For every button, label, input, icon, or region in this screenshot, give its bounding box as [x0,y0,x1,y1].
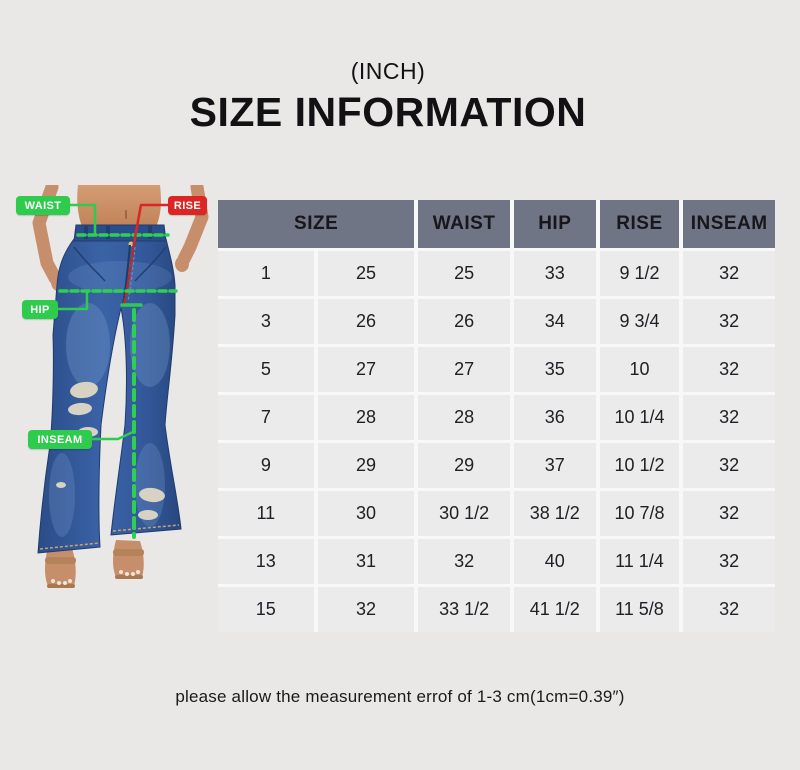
table-cell: 32 [317,587,415,632]
table-cell: 36 [513,395,596,440]
rise-connector-line [132,203,170,245]
measurement-lines [56,203,178,539]
table-cell: 29 [418,443,510,488]
column-header-rise: RISE [599,200,680,248]
table-cell: 9 1/2 [599,251,680,296]
table-cell: 25 [418,251,510,296]
table-cell: 33 1/2 [418,587,510,632]
table-cell: 7 [218,395,314,440]
inseam-connector-line [90,430,135,441]
size-table: SIZE WAIST HIP RISE INSEAM 1 25 25 33 9 1/2 3… [218,200,775,632]
waist-label: WAIST [24,199,62,212]
table-cell: 1 [218,251,314,296]
model-feet-sandals [45,540,144,588]
rise-dashed-line [122,241,136,307]
jeans-measurement-figure [0,185,230,600]
table-cell: 38 1/2 [513,491,596,536]
table-cell: 10 7/8 [599,491,680,536]
table-cell: 26 [418,299,510,344]
title-block: (INCH) SIZE INFORMATION [0,56,776,136]
hip-label: HIP [30,303,50,316]
table-cell: 11 5/8 [599,587,680,632]
column-header-size: SIZE [218,200,415,248]
table-cell: 10 1/2 [599,443,680,488]
table-cell: 11 1/4 [599,539,680,584]
table-cell: 32 [418,539,510,584]
table-cell: 34 [513,299,596,344]
page-title: SIZE INFORMATION [189,89,587,135]
table-cell: 32 [683,587,775,632]
jeans [37,224,182,554]
table-cell: 29 [317,443,415,488]
hip-label-badge: HIP [22,300,58,319]
table-cell: 41 1/2 [513,587,596,632]
table-cell: 9 3/4 [599,299,680,344]
jeans-photo-illustration [32,185,209,588]
column-header-inseam: INSEAM [683,200,775,248]
table-cell: 32 [683,395,775,440]
table-cell: 35 [513,347,596,392]
table-cell: 27 [418,347,510,392]
table-cell: 32 [683,251,775,296]
table-cell: 40 [513,539,596,584]
table-cell: 25 [317,251,415,296]
unit-label: (INCH) [350,58,426,84]
waist-connector-line [68,203,97,235]
waist-label-badge: WAIST [16,196,70,215]
table-cell: 10 [599,347,680,392]
table-cell: 11 [218,491,314,536]
measurement-tolerance-note: please allow the measurement errof of 1-… [175,687,625,706]
table-cell: 28 [317,395,415,440]
hip-connector-line [56,291,89,311]
table-cell: 28 [418,395,510,440]
table-cell: 30 1/2 [418,491,510,536]
table-cell: 26 [317,299,415,344]
table-cell: 37 [513,443,596,488]
column-header-waist: WAIST [418,200,510,248]
rise-label: RISE [173,199,202,212]
table-cell: 32 [683,539,775,584]
rise-label-badge: RISE [168,196,207,215]
table-cell: 32 [683,491,775,536]
table-cell: 15 [218,587,314,632]
table-cell: 3 [218,299,314,344]
table-cell: 13 [218,539,314,584]
inseam-label-badge: INSEAM [28,430,92,449]
table-cell: 9 [218,443,314,488]
table-cell: 27 [317,347,415,392]
inseam-label: INSEAM [37,433,83,446]
table-cell: 32 [683,347,775,392]
column-header-hip: HIP [513,200,596,248]
table-cell: 32 [683,299,775,344]
table-cell: 31 [317,539,415,584]
table-cell: 5 [218,347,314,392]
table-cell: 30 [317,491,415,536]
table-cell: 33 [513,251,596,296]
table-cell: 32 [683,443,775,488]
table-cell: 10 1/4 [599,395,680,440]
